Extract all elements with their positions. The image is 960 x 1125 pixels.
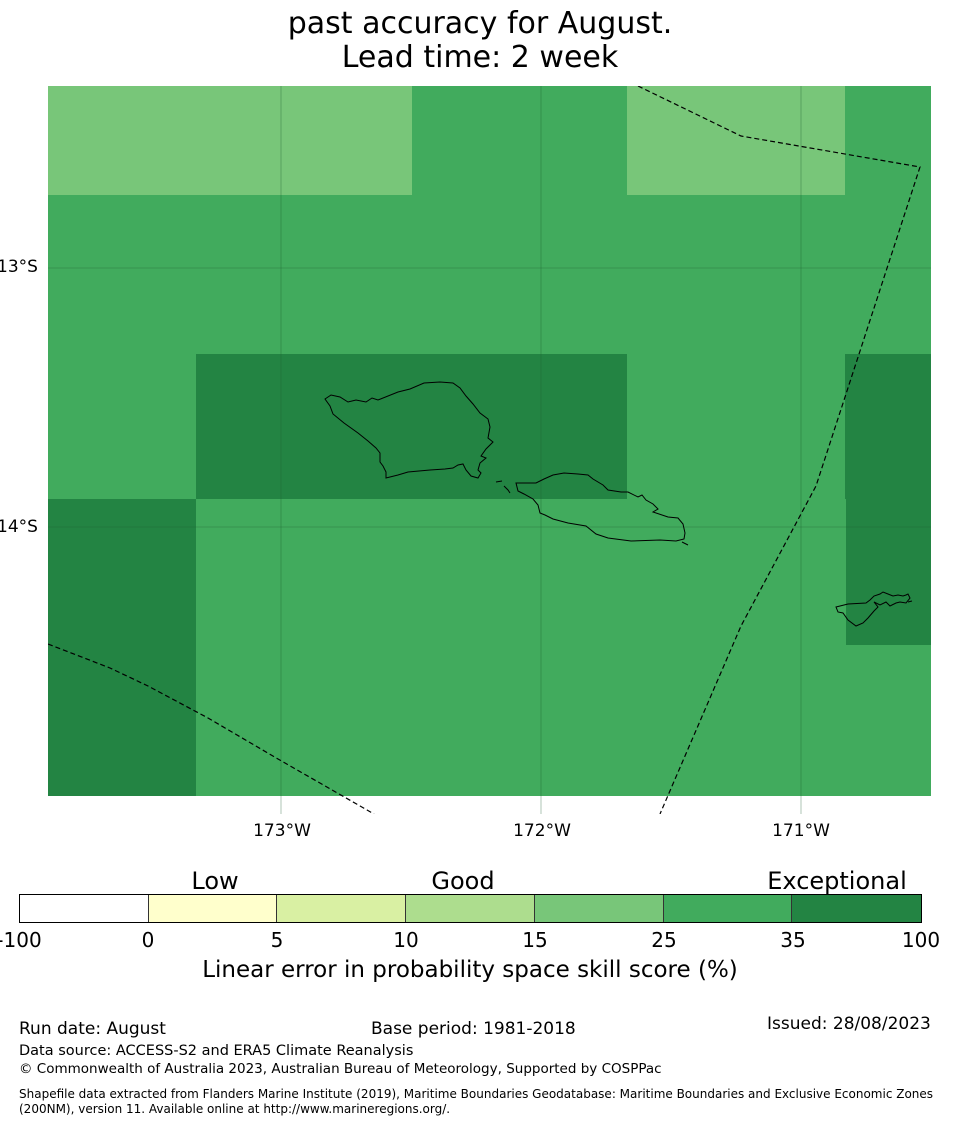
colorbar	[19, 894, 922, 923]
island-tutuila	[835, 591, 913, 627]
lon-label-171w: 171°W	[772, 821, 830, 841]
skill-cell	[411, 86, 628, 196]
base-period: Base period: 1981-2018	[371, 1019, 576, 1039]
tick-100: 100	[901, 928, 941, 952]
skill-cell	[48, 195, 931, 355]
colorbar-segment	[277, 895, 407, 922]
tick-15: 15	[522, 928, 548, 952]
title-line-1: past accuracy for August.	[287, 6, 673, 41]
skill-cell	[196, 353, 628, 500]
tick-10: 10	[393, 928, 419, 952]
tick-0: 0	[141, 928, 155, 952]
eez-boundary-east	[637, 86, 921, 814]
skill-cell	[48, 353, 197, 500]
colorbar-segment	[792, 895, 921, 922]
category-exceptional: Exceptional	[767, 867, 907, 895]
skill-cell	[196, 499, 846, 797]
skill-cell	[627, 86, 846, 196]
colorbar-segment	[534, 895, 664, 922]
map-overlay	[48, 86, 931, 814]
colorbar-segment	[20, 895, 149, 922]
category-low: Low	[191, 867, 239, 895]
colorbar-segment	[148, 895, 278, 922]
tick-35: 35	[780, 928, 806, 952]
data-source: Data source: ACCESS-S2 and ERA5 Climate …	[19, 1043, 414, 1059]
lat-label-13s: 13°S	[0, 257, 38, 277]
run-date: Run date: August	[19, 1019, 166, 1039]
shapefile-credit-line-1: Shapefile data extracted from Flanders M…	[19, 1087, 934, 1101]
eez-boundary-southwest	[48, 643, 375, 814]
title-line-2: Lead time: 2 week	[341, 40, 619, 75]
category-good: Good	[431, 867, 495, 895]
issued-date: Issued: 28/08/2023	[767, 1014, 931, 1034]
tick-25: 25	[651, 928, 677, 952]
skill-cell	[48, 499, 197, 797]
skill-cell	[845, 645, 931, 797]
island-savaii	[324, 381, 494, 479]
skill-cell	[845, 353, 931, 646]
lat-label-14s: 14°S	[0, 517, 38, 537]
colorbar-segment	[663, 895, 793, 922]
lon-label-172w: 172°W	[513, 821, 571, 841]
skill-cell	[48, 86, 413, 196]
lon-label-173w: 173°W	[253, 821, 311, 841]
island-upolu	[495, 472, 689, 546]
copyright: © Commonwealth of Australia 2023, Austra…	[19, 1061, 662, 1077]
colorbar-segment	[406, 895, 535, 922]
shapefile-credit-line-2: (200NM), version 11. Available online at…	[19, 1102, 451, 1116]
skill-map	[48, 86, 931, 814]
skill-cell	[627, 353, 846, 500]
tick-minus100: -100	[0, 928, 42, 952]
tick-5: 5	[270, 928, 284, 952]
colorbar-label: Linear error in probability space skill …	[202, 957, 738, 983]
